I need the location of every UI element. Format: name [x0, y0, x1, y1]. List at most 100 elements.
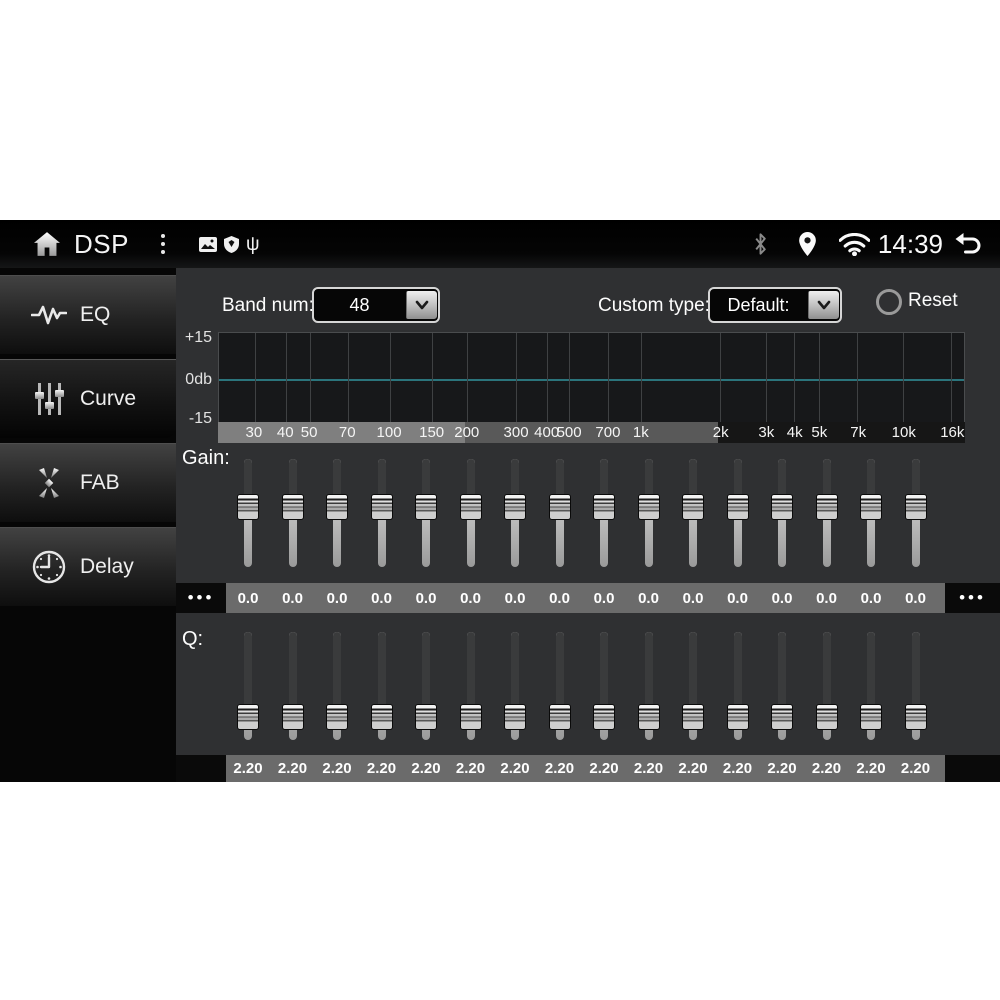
overflow-menu-icon[interactable]: [155, 230, 171, 258]
sidebar-item-curve[interactable]: Curve: [0, 359, 176, 438]
gain-slider-8[interactable]: [548, 459, 571, 567]
q-slider-8[interactable]: [548, 632, 571, 740]
gridline: [818, 333, 820, 422]
slider-thumb[interactable]: [326, 493, 348, 520]
slider-thumb[interactable]: [771, 493, 793, 520]
sidebar-item-delay[interactable]: Delay: [0, 527, 176, 606]
gain-slider-9[interactable]: [593, 459, 615, 567]
slider-thumb[interactable]: [771, 704, 793, 731]
slider-thumb[interactable]: [815, 493, 838, 520]
slider-thumb[interactable]: [904, 704, 927, 731]
slider-thumb[interactable]: [593, 493, 615, 520]
q-slider-4[interactable]: [370, 632, 393, 740]
chevron-down-icon[interactable]: [808, 291, 839, 319]
bluetooth-icon[interactable]: [753, 233, 768, 255]
band-num-value: 48: [349, 294, 370, 315]
gain-slider-1[interactable]: [237, 459, 259, 567]
gain-slider-11[interactable]: [682, 459, 704, 567]
q-slider-10[interactable]: [637, 632, 660, 740]
slider-thumb[interactable]: [726, 493, 749, 520]
freq-tick-100: 100: [376, 424, 402, 441]
custom-type-dropdown[interactable]: Default:: [708, 287, 842, 323]
slider-rail-upper: [689, 459, 697, 507]
chevron-down-icon[interactable]: [406, 291, 437, 319]
slider-thumb[interactable]: [682, 704, 704, 731]
slider-thumb[interactable]: [415, 493, 437, 520]
q-slider-11[interactable]: [682, 632, 704, 740]
gain-prev-bands-button[interactable]: •••: [176, 583, 226, 613]
slider-thumb[interactable]: [637, 704, 660, 731]
freq-tick-300: 300: [503, 424, 529, 441]
q-slider-3[interactable]: [326, 632, 348, 740]
gain-slider-6[interactable]: [459, 459, 482, 567]
q-slider-7[interactable]: [504, 632, 526, 740]
slider-rail-upper: [333, 459, 341, 507]
slider-thumb[interactable]: [548, 704, 571, 731]
gain-slider-5[interactable]: [415, 459, 437, 567]
q-slider-16[interactable]: [904, 632, 927, 740]
gain-slider-13[interactable]: [771, 459, 793, 567]
home-icon[interactable]: [32, 231, 62, 257]
slider-thumb[interactable]: [548, 493, 571, 520]
slider-thumb[interactable]: [370, 704, 393, 731]
slider-thumb[interactable]: [815, 704, 838, 731]
slider-thumb[interactable]: [281, 704, 304, 731]
reset-label[interactable]: Reset: [908, 290, 958, 311]
slider-thumb[interactable]: [326, 704, 348, 731]
reset-radio[interactable]: [876, 289, 902, 315]
slider-rail-upper: [867, 632, 875, 718]
slider-thumb[interactable]: [237, 493, 259, 520]
q-slider-6[interactable]: [459, 632, 482, 740]
slider-thumb[interactable]: [904, 493, 927, 520]
slider-thumb[interactable]: [415, 704, 437, 731]
gridline: [765, 333, 767, 422]
gridline: [347, 333, 349, 422]
freq-scroll-segment-1: [218, 422, 465, 443]
slider-rail-upper: [822, 632, 831, 718]
slider-thumb[interactable]: [459, 704, 482, 731]
gain-slider-3[interactable]: [326, 459, 348, 567]
q-slider-12[interactable]: [726, 632, 749, 740]
q-value-12: 2.20: [722, 760, 753, 777]
q-slider-9[interactable]: [593, 632, 615, 740]
sidebar-item-eq[interactable]: EQ: [0, 275, 176, 354]
gain-slider-14[interactable]: [815, 459, 838, 567]
q-value-1: 2.20: [233, 760, 263, 777]
q-slider-14[interactable]: [815, 632, 838, 740]
slider-thumb[interactable]: [726, 704, 749, 731]
q-slider-5[interactable]: [415, 632, 437, 740]
gain-slider-10[interactable]: [637, 459, 660, 567]
slider-rail-upper: [555, 459, 564, 507]
slider-rail-upper: [244, 459, 252, 507]
q-slider-1[interactable]: [237, 632, 259, 740]
gridline: [794, 333, 796, 422]
slider-thumb[interactable]: [593, 704, 615, 731]
slider-thumb[interactable]: [860, 493, 882, 520]
gain-slider-12[interactable]: [726, 459, 749, 567]
slider-thumb[interactable]: [237, 704, 259, 731]
gridline: [569, 333, 571, 422]
gain-slider-16[interactable]: [904, 459, 927, 567]
gain-slider-2[interactable]: [281, 459, 304, 567]
slider-thumb[interactable]: [459, 493, 482, 520]
location-icon[interactable]: [798, 232, 817, 256]
slider-thumb[interactable]: [370, 493, 393, 520]
slider-thumb[interactable]: [860, 704, 882, 731]
slider-thumb[interactable]: [504, 493, 526, 520]
back-icon[interactable]: [953, 232, 984, 256]
q-slider-2[interactable]: [281, 632, 304, 740]
sidebar-item-fab[interactable]: FAB: [0, 443, 176, 522]
slider-thumb[interactable]: [637, 493, 660, 520]
q-slider-15[interactable]: [860, 632, 882, 740]
gain-slider-4[interactable]: [370, 459, 393, 567]
gain-slider-7[interactable]: [504, 459, 526, 567]
q-slider-13[interactable]: [771, 632, 793, 740]
band-num-dropdown[interactable]: 48: [312, 287, 440, 323]
wifi-icon[interactable]: [838, 232, 871, 256]
slider-thumb[interactable]: [281, 493, 304, 520]
slider-thumb[interactable]: [504, 704, 526, 731]
curve-panel: Band num: 48 Custom type: Default: Reset…: [176, 268, 1000, 782]
slider-thumb[interactable]: [682, 493, 704, 520]
gain-next-bands-button[interactable]: •••: [945, 583, 1000, 613]
gain-slider-15[interactable]: [860, 459, 882, 567]
